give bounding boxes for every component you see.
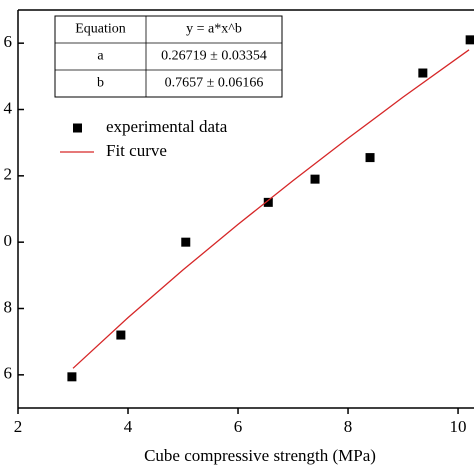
legend-label: experimental data [106, 117, 228, 136]
table-cell: Equation [75, 22, 126, 37]
fit-line [72, 49, 470, 369]
y-tick-label: 8 [4, 297, 13, 316]
y-tick-label: 0 [4, 231, 13, 250]
data-point [465, 35, 474, 45]
x-tick-label: 8 [344, 417, 353, 436]
data-point [365, 153, 375, 163]
table-cell: a [97, 49, 104, 64]
legend-label: Fit curve [106, 141, 167, 160]
y-tick-label: 6 [4, 364, 13, 383]
x-tick-label: 2 [14, 417, 23, 436]
table-cell: 0.26719 ± 0.03354 [161, 49, 267, 64]
table-cell: 0.7657 ± 0.06166 [165, 76, 264, 91]
data-point [263, 197, 273, 207]
y-tick-label: 4 [4, 98, 13, 117]
table-cell: y = a*x^b [186, 22, 242, 37]
table-cell: b [97, 76, 104, 91]
legend-marker [73, 123, 82, 133]
y-tick-label: 6 [4, 32, 13, 51]
x-tick-label: 6 [234, 417, 243, 436]
data-point [116, 330, 126, 340]
y-tick-label: 2 [4, 165, 13, 184]
data-point [310, 174, 320, 184]
data-point [181, 237, 191, 247]
x-tick-label: 10 [450, 417, 467, 436]
x-tick-label: 4 [124, 417, 133, 436]
table-frame [54, 15, 283, 98]
data-point [67, 372, 77, 382]
data-point [418, 68, 428, 78]
x-axis-label: Cube compressive strength (MPa) [144, 446, 376, 465]
